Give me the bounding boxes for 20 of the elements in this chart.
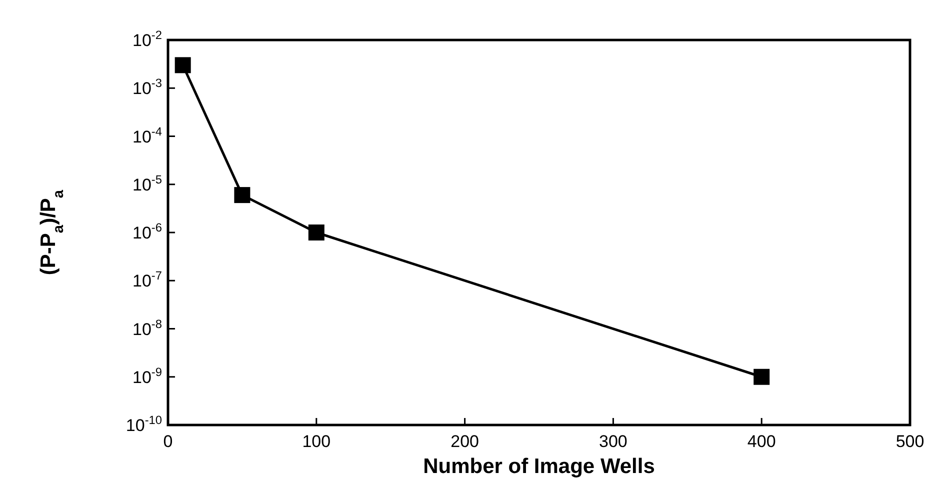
y-tick-label: 10$^{-6}$: [132, 220, 162, 242]
y-tick-label: 10$^{-9}$: [132, 364, 162, 387]
point: [308, 224, 324, 240]
point: [754, 368, 770, 385]
x-axis-title: Number of Image Wells: [423, 455, 655, 478]
point: [234, 187, 250, 204]
y-tick-label: 10$^{-7}$: [132, 268, 162, 291]
y-tick-label: 10$^{-3}$: [132, 76, 162, 98]
y-tick-label: 10$^{-5}$: [132, 172, 162, 194]
y-tick-label: 10$^{-10}$: [126, 413, 162, 435]
point: [174, 57, 191, 74]
x-tick-label: 500: [896, 432, 924, 451]
y-tick-label: 10$^{-2}$: [132, 28, 162, 50]
y-tick-label: 10$^{-4}$: [132, 124, 162, 146]
x-tick-label: 400: [747, 432, 776, 451]
x-tick-label: 300: [599, 432, 628, 451]
x-tick-label: 200: [450, 432, 479, 451]
x-tick-label: 100: [302, 432, 331, 451]
y-tick-label: 10$^{-8}$: [132, 316, 162, 339]
x-tick-label: 0: [163, 432, 173, 451]
